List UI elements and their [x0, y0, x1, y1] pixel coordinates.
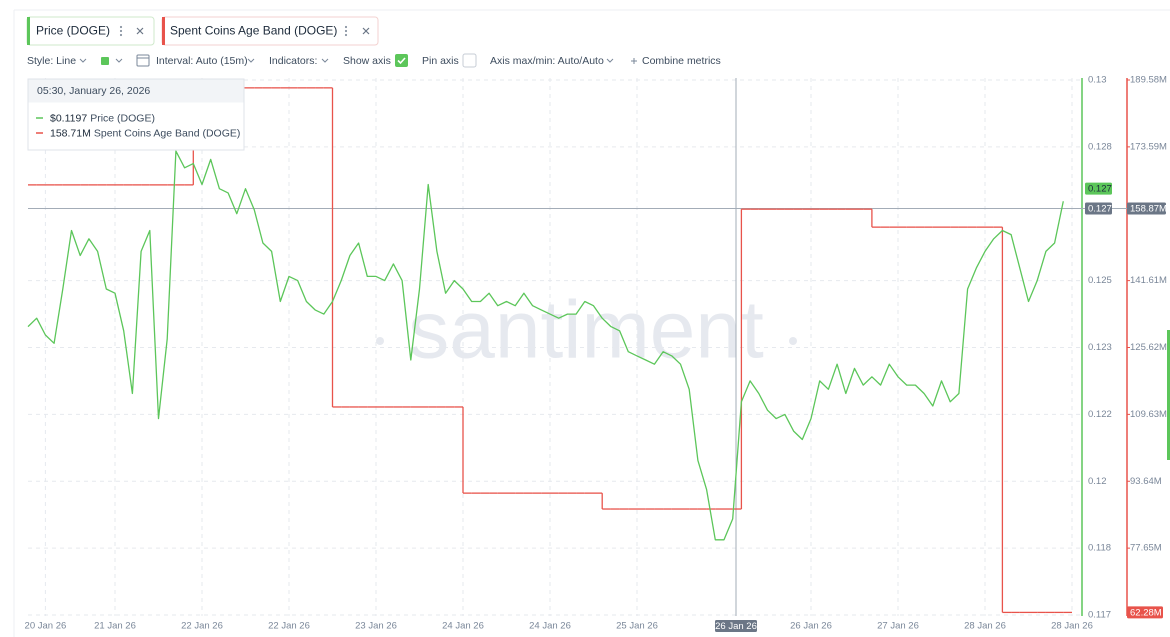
- crosshair-badge-label: 158.87M: [1130, 203, 1167, 214]
- pin-axis-checkbox[interactable]: [462, 53, 477, 68]
- y2-tick-label: 125.62M: [1130, 342, 1167, 353]
- show-axis-label: Show axis: [343, 55, 391, 67]
- y-tick-label: 0.125: [1088, 275, 1112, 286]
- style-selector[interactable]: Style: Line: [27, 55, 76, 67]
- x-tick-label: 20 Jan 26: [25, 621, 67, 632]
- pin-axis-label: Pin axis: [422, 55, 459, 67]
- tooltip-value: $0.1197: [50, 112, 87, 124]
- y2-tick-label: 77.65M: [1130, 543, 1162, 554]
- y-tick-label: 0.12: [1088, 476, 1107, 487]
- x-tick-label: 22 Jan 26: [268, 621, 310, 632]
- tooltip: 05:30, January 26, 2026 $0.1197 Price (DO…: [27, 78, 245, 151]
- x-tick-label: 27 Jan 26: [877, 621, 919, 632]
- y-tick-label: 0.117: [1088, 610, 1111, 621]
- show-axis-checkbox[interactable]: [395, 54, 408, 67]
- axis-range-selector[interactable]: Axis max/min: Auto/Auto: [490, 55, 604, 67]
- metric-tab[interactable]: Price (DOGE): [26, 16, 155, 46]
- tooltip-series: Spent Coins Age Band (DOGE): [94, 127, 241, 139]
- crosshair-badge: [1127, 202, 1166, 215]
- scroll-handle[interactable]: [1167, 330, 1170, 460]
- plot: 0.13 0.128 0.125 0.123 0.122 0.12 0.118 0.117 18…: [25, 75, 1168, 633]
- tab-menu-icon[interactable]: [344, 25, 348, 37]
- y2-tick-label: 109.63M: [1130, 409, 1167, 420]
- toolbar-icons: [79, 54, 637, 67]
- tooltip-title: 05:30, January 26, 2026: [37, 85, 150, 97]
- tooltip-value: 158.71M: [50, 127, 91, 139]
- x-tick-label: 21 Jan 26: [94, 621, 136, 632]
- price-line: [27, 150, 1064, 541]
- x-tick-label: 28 Jan 26: [964, 621, 1006, 632]
- tab-accent: [27, 17, 30, 45]
- x-tick-label: 23 Jan 26: [355, 621, 397, 632]
- y2-tick-label: 93.64M: [1130, 476, 1162, 487]
- y2-tick-label: 173.59M: [1130, 141, 1167, 152]
- x-tick-label: 22 Jan 26: [181, 621, 223, 632]
- y-tick-label: 0.123: [1088, 342, 1112, 353]
- crosshair-badge-label: 0.127: [1088, 203, 1112, 214]
- indicators-selector[interactable]: Indicators:: [269, 55, 317, 67]
- y-tick-label: 0.122: [1088, 409, 1112, 420]
- watermark: santiment: [376, 285, 797, 376]
- last-value-badge-label: 62.28M: [1130, 607, 1162, 618]
- y-tick-label: 0.13: [1088, 75, 1107, 86]
- y2-tick-label: 141.61M: [1130, 275, 1167, 286]
- y2-tick-label: 189.58M: [1130, 75, 1167, 86]
- crosshair-x-badge: [715, 620, 757, 632]
- x-tick-label: 26 Jan 26: [790, 621, 832, 632]
- last-value-badge: [1085, 182, 1112, 195]
- last-value-badge: [1127, 606, 1163, 619]
- last-value-badge-label: 0.127: [1088, 184, 1112, 195]
- combine-metrics-button[interactable]: Combine metrics: [642, 55, 721, 67]
- x-tick-label: 28 Jan 26: [1051, 621, 1093, 632]
- y-tick-label: 0.118: [1088, 543, 1111, 554]
- interval-selector[interactable]: Interval: Auto (15m): [156, 55, 248, 67]
- x-tick-label: 24 Jan 26: [442, 621, 484, 632]
- x-tick-label: 24 Jan 26: [529, 621, 571, 632]
- y-tick-label: 0.128: [1088, 141, 1112, 152]
- tab-label: Spent Coins Age Band (DOGE): [170, 24, 337, 38]
- x-tick-label: 25 Jan 26: [616, 621, 658, 632]
- tooltip-series: Price (DOGE): [90, 112, 155, 124]
- tooltip-header: [28, 79, 244, 103]
- crosshair-badge: [1085, 202, 1112, 215]
- watermark-text: santiment: [408, 285, 764, 376]
- tab-close-icon[interactable]: [136, 27, 144, 35]
- color-selector[interactable]: [101, 57, 109, 65]
- tab-menu-icon[interactable]: [119, 25, 123, 37]
- metric-tab[interactable]: Spent Coins Age Band (DOGE): [161, 16, 379, 46]
- tab-accent: [162, 17, 165, 45]
- tab-close-icon[interactable]: [362, 27, 370, 35]
- tooltip-row: $0.1197 Price (DOGE): [50, 112, 155, 124]
- tooltip-row: 158.71M Spent Coins Age Band (DOGE): [50, 127, 240, 139]
- tab-label: Price (DOGE): [36, 24, 110, 38]
- crosshair-x-label: 26 Jan 26: [715, 621, 757, 632]
